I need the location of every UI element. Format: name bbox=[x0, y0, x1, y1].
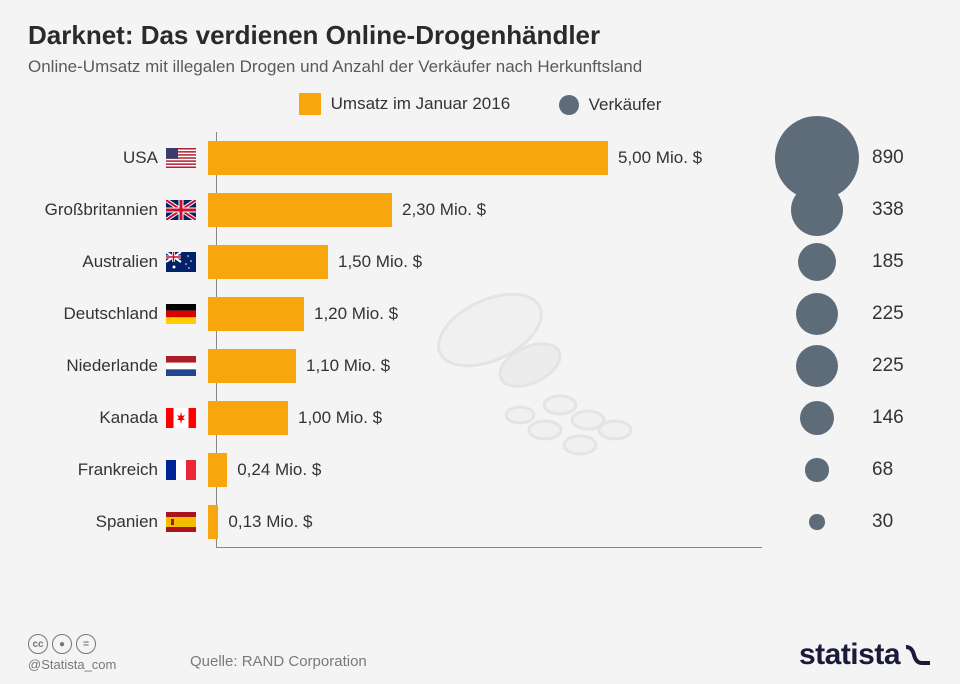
flag-icon bbox=[166, 356, 196, 376]
bubble-col bbox=[762, 293, 872, 335]
sellers-bubble bbox=[791, 184, 843, 236]
chart-area: USA 5,00 Mio. $ 890 Großbritannien 2,30 Mio.… bbox=[38, 132, 932, 548]
sellers-label: 890 bbox=[872, 147, 932, 169]
sellers-bubble bbox=[805, 458, 828, 481]
country-label: Großbritannien bbox=[38, 200, 166, 220]
by-icon: ● bbox=[52, 634, 72, 654]
country-label: Deutschland bbox=[38, 304, 166, 324]
country-label: Kanada bbox=[38, 408, 166, 428]
sellers-bubble bbox=[796, 345, 838, 387]
bubble-col bbox=[762, 243, 872, 281]
sellers-label: 30 bbox=[872, 511, 932, 533]
sellers-bubble bbox=[809, 514, 824, 529]
revenue-bar bbox=[208, 453, 227, 487]
bubble-col bbox=[762, 401, 872, 435]
flag-icon bbox=[166, 200, 196, 220]
revenue-label: 2,30 Mio. $ bbox=[402, 200, 486, 220]
flag-icon bbox=[166, 460, 196, 480]
nd-icon: = bbox=[76, 634, 96, 654]
bar-zone: 0,13 Mio. $ bbox=[208, 505, 762, 539]
sellers-bubble bbox=[798, 243, 836, 281]
statista-logo: statista bbox=[799, 638, 932, 672]
flag-icon bbox=[166, 304, 196, 324]
revenue-label: 1,20 Mio. $ bbox=[314, 304, 398, 324]
chart-row: Frankreich 0,24 Mio. $ 68 bbox=[38, 444, 932, 496]
bubble-col bbox=[762, 184, 872, 236]
bar-zone: 1,50 Mio. $ bbox=[208, 245, 762, 279]
revenue-bar bbox=[208, 245, 328, 279]
chart-row: Deutschland 1,20 Mio. $ 225 bbox=[38, 288, 932, 340]
legend-bar-label: Umsatz im Januar 2016 bbox=[331, 94, 511, 114]
sellers-label: 225 bbox=[872, 355, 932, 377]
country-label: Niederlande bbox=[38, 356, 166, 376]
sellers-label: 68 bbox=[872, 459, 932, 481]
country-label: Frankreich bbox=[38, 460, 166, 480]
revenue-label: 0,24 Mio. $ bbox=[237, 460, 321, 480]
revenue-bar bbox=[208, 401, 288, 435]
bar-zone: 1,20 Mio. $ bbox=[208, 297, 762, 331]
country-label: Australien bbox=[38, 252, 166, 272]
bar-zone: 2,30 Mio. $ bbox=[208, 193, 762, 227]
revenue-label: 1,10 Mio. $ bbox=[306, 356, 390, 376]
bar-zone: 1,10 Mio. $ bbox=[208, 349, 762, 383]
revenue-label: 0,13 Mio. $ bbox=[228, 512, 312, 532]
cc-icon: cc bbox=[28, 634, 48, 654]
chart-row: Kanada 1,00 Mio. $ 146 bbox=[38, 392, 932, 444]
revenue-bar bbox=[208, 505, 218, 539]
flag-icon bbox=[166, 408, 196, 428]
revenue-label: 5,00 Mio. $ bbox=[618, 148, 702, 168]
cc-icons: cc ● = bbox=[28, 634, 116, 654]
chart-row: Niederlande 1,10 Mio. $ 225 bbox=[38, 340, 932, 392]
revenue-bar bbox=[208, 297, 304, 331]
country-label: Spanien bbox=[38, 512, 166, 532]
revenue-bar bbox=[208, 193, 392, 227]
legend-item-bubble: Verkäufer bbox=[559, 95, 662, 115]
bubble-col bbox=[762, 514, 872, 529]
chart-title: Darknet: Das verdienen Online-Drogenhänd… bbox=[28, 20, 932, 51]
chart-row: Großbritannien 2,30 Mio. $ 338 bbox=[38, 184, 932, 236]
chart-row: USA 5,00 Mio. $ 890 bbox=[38, 132, 932, 184]
revenue-bar bbox=[208, 349, 296, 383]
flag-icon bbox=[166, 148, 196, 168]
flag-icon bbox=[166, 512, 196, 532]
footer-left: cc ● = @Statista_com bbox=[28, 634, 116, 672]
sellers-label: 146 bbox=[872, 407, 932, 429]
footer: cc ● = @Statista_com statista bbox=[28, 634, 932, 672]
flag-icon bbox=[166, 252, 196, 272]
bar-zone: 0,24 Mio. $ bbox=[208, 453, 762, 487]
revenue-bar bbox=[208, 141, 608, 175]
legend-bar-swatch bbox=[299, 93, 321, 115]
statista-handle: @Statista_com bbox=[28, 657, 116, 672]
sellers-bubble bbox=[796, 293, 838, 335]
legend-bubble-swatch bbox=[559, 95, 579, 115]
sellers-bubble bbox=[800, 401, 834, 435]
bubble-col bbox=[762, 458, 872, 481]
sellers-label: 338 bbox=[872, 199, 932, 221]
country-label: USA bbox=[38, 148, 166, 168]
sellers-label: 185 bbox=[872, 251, 932, 273]
chart-subtitle: Online-Umsatz mit illegalen Drogen und A… bbox=[28, 57, 932, 77]
chart-row: Spanien 0,13 Mio. $ 30 bbox=[38, 496, 932, 548]
bar-zone: 5,00 Mio. $ bbox=[208, 141, 762, 175]
sellers-label: 225 bbox=[872, 303, 932, 325]
revenue-label: 1,00 Mio. $ bbox=[298, 408, 382, 428]
x-axis bbox=[216, 547, 762, 548]
bar-zone: 1,00 Mio. $ bbox=[208, 401, 762, 435]
legend-item-bar: Umsatz im Januar 2016 bbox=[299, 93, 511, 115]
chart-row: Australien 1,50 Mio. $ 185 bbox=[38, 236, 932, 288]
revenue-label: 1,50 Mio. $ bbox=[338, 252, 422, 272]
bubble-col bbox=[762, 345, 872, 387]
legend-bubble-label: Verkäufer bbox=[589, 95, 662, 115]
